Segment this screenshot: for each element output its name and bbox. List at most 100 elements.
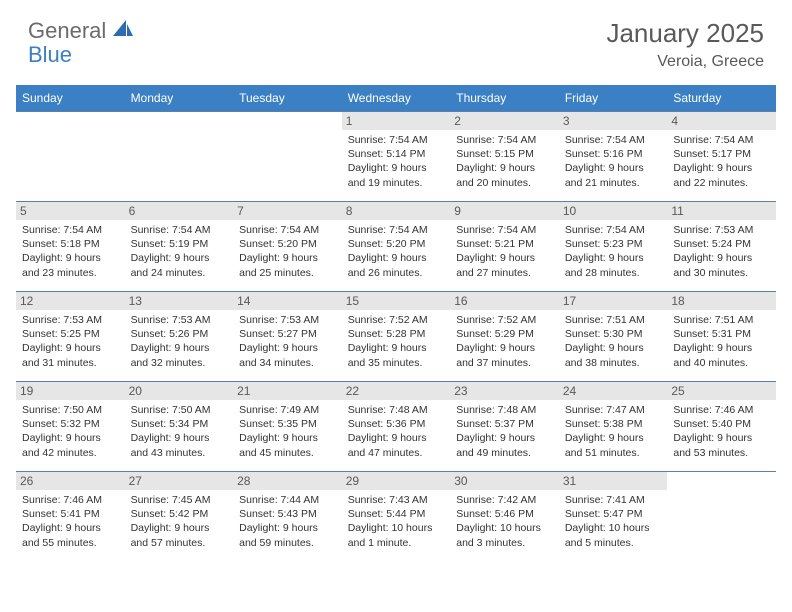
calendar-body: 1 Sunrise: 7:54 AMSunset: 5:14 PMDaylight… [16, 112, 776, 562]
day-details: Sunrise: 7:46 AMSunset: 5:41 PMDaylight:… [22, 493, 119, 550]
day-details: Sunrise: 7:48 AMSunset: 5:37 PMDaylight:… [456, 403, 553, 460]
day-header: Tuesday [233, 85, 342, 112]
calendar-cell: 18Sunrise: 7:51 AMSunset: 5:31 PMDayligh… [667, 292, 776, 382]
day-details: Sunrise: 7:52 AMSunset: 5:29 PMDaylight:… [456, 313, 553, 370]
day-number: 7 [233, 202, 342, 220]
day-details: Sunrise: 7:54 AMSunset: 5:23 PMDaylight:… [565, 223, 662, 280]
calendar-cell: 20Sunrise: 7:50 AMSunset: 5:34 PMDayligh… [125, 382, 234, 472]
day-number: 8 [342, 202, 451, 220]
calendar-week-row: 26 Sunrise: 7:46 AMSunset: 5:41 PMDayligh… [16, 472, 776, 562]
day-details: Sunrise: 7:54 AMSunset: 5:16 PMDaylight:… [565, 133, 662, 190]
day-details: Sunrise: 7:50 AMSunset: 5:32 PMDaylight:… [22, 403, 119, 460]
day-header: Sunday [16, 85, 125, 112]
calendar-table: SundayMondayTuesdayWednesdayThursdayFrid… [16, 85, 776, 562]
calendar-cell [667, 472, 776, 562]
calendar-head: SundayMondayTuesdayWednesdayThursdayFrid… [16, 85, 776, 112]
day-details: Sunrise: 7:54 AMSunset: 5:17 PMDaylight:… [673, 133, 770, 190]
day-number: 9 [450, 202, 559, 220]
calendar-week-row: 1 Sunrise: 7:54 AMSunset: 5:14 PMDaylight… [16, 112, 776, 202]
header: General January 2025 Veroia, Greece [0, 0, 792, 79]
location: Veroia, Greece [606, 53, 764, 71]
calendar-cell: 21 Sunrise: 7:49 AMSunset: 5:35 PMDayligh… [233, 382, 342, 472]
day-number: 17 [559, 292, 668, 310]
calendar-cell: 7 Sunrise: 7:54 AMSunset: 5:20 PMDaylight… [233, 202, 342, 292]
calendar-cell [125, 112, 234, 202]
calendar-cell: 23Sunrise: 7:48 AMSunset: 5:37 PMDayligh… [450, 382, 559, 472]
day-number: 16 [450, 292, 559, 310]
day-details: Sunrise: 7:54 AMSunset: 5:14 PMDaylight:… [348, 133, 445, 190]
calendar-cell: 16 Sunrise: 7:52 AMSunset: 5:29 PMDayligh… [450, 292, 559, 382]
day-details: Sunrise: 7:49 AMSunset: 5:35 PMDaylight:… [239, 403, 336, 460]
day-details: Sunrise: 7:53 AMSunset: 5:24 PMDaylight:… [673, 223, 770, 280]
month-title: January 2025 [606, 18, 764, 49]
day-details: Sunrise: 7:51 AMSunset: 5:30 PMDaylight:… [565, 313, 662, 370]
calendar-cell: 26 Sunrise: 7:46 AMSunset: 5:41 PMDayligh… [16, 472, 125, 562]
calendar-cell: 15Sunrise: 7:52 AMSunset: 5:28 PMDayligh… [342, 292, 451, 382]
logo: General [28, 18, 136, 44]
day-number: 29 [342, 472, 451, 490]
day-number: 24 [559, 382, 668, 400]
logo-sail-icon [112, 20, 134, 43]
logo-text-blue-wrap: Blue [28, 42, 72, 68]
day-number: 30 [450, 472, 559, 490]
calendar-week-row: 5 Sunrise: 7:54 AMSunset: 5:18 PMDaylight… [16, 202, 776, 292]
day-number: 4 [667, 112, 776, 130]
calendar-cell: 6Sunrise: 7:54 AMSunset: 5:19 PMDaylight… [125, 202, 234, 292]
day-number: 19 [16, 382, 125, 400]
day-header-row: SundayMondayTuesdayWednesdayThursdayFrid… [16, 85, 776, 112]
day-number: 27 [125, 472, 234, 490]
day-header: Friday [559, 85, 668, 112]
calendar-cell: 10 Sunrise: 7:54 AMSunset: 5:23 PMDayligh… [559, 202, 668, 292]
calendar-cell: 13Sunrise: 7:53 AMSunset: 5:26 PMDayligh… [125, 292, 234, 382]
calendar-cell: 31Sunrise: 7:41 AMSunset: 5:47 PMDayligh… [559, 472, 668, 562]
calendar-cell: 27Sunrise: 7:45 AMSunset: 5:42 PMDayligh… [125, 472, 234, 562]
calendar-cell: 19 Sunrise: 7:50 AMSunset: 5:32 PMDayligh… [16, 382, 125, 472]
day-details: Sunrise: 7:53 AMSunset: 5:27 PMDaylight:… [239, 313, 336, 370]
title-block: January 2025 Veroia, Greece [606, 18, 764, 71]
logo-text-general: General [28, 18, 106, 44]
day-header: Monday [125, 85, 234, 112]
calendar-week-row: 12 Sunrise: 7:53 AMSunset: 5:25 PMDayligh… [16, 292, 776, 382]
day-details: Sunrise: 7:47 AMSunset: 5:38 PMDaylight:… [565, 403, 662, 460]
day-details: Sunrise: 7:54 AMSunset: 5:20 PMDaylight:… [348, 223, 445, 280]
day-number: 12 [16, 292, 125, 310]
calendar-cell: 9 Sunrise: 7:54 AMSunset: 5:21 PMDaylight… [450, 202, 559, 292]
calendar-cell: 3 Sunrise: 7:54 AMSunset: 5:16 PMDaylight… [559, 112, 668, 202]
day-details: Sunrise: 7:54 AMSunset: 5:21 PMDaylight:… [456, 223, 553, 280]
calendar-cell [233, 112, 342, 202]
day-details: Sunrise: 7:51 AMSunset: 5:31 PMDaylight:… [673, 313, 770, 370]
day-number: 22 [342, 382, 451, 400]
day-number: 21 [233, 382, 342, 400]
day-number: 3 [559, 112, 668, 130]
calendar-cell: 24 Sunrise: 7:47 AMSunset: 5:38 PMDayligh… [559, 382, 668, 472]
day-details: Sunrise: 7:54 AMSunset: 5:20 PMDaylight:… [239, 223, 336, 280]
calendar-cell: 12 Sunrise: 7:53 AMSunset: 5:25 PMDayligh… [16, 292, 125, 382]
logo-text-blue: Blue [28, 42, 72, 67]
day-number: 10 [559, 202, 668, 220]
calendar-cell: 2Sunrise: 7:54 AMSunset: 5:15 PMDaylight… [450, 112, 559, 202]
day-header: Wednesday [342, 85, 451, 112]
calendar-cell: 17 Sunrise: 7:51 AMSunset: 5:30 PMDayligh… [559, 292, 668, 382]
day-details: Sunrise: 7:54 AMSunset: 5:18 PMDaylight:… [22, 223, 119, 280]
day-number: 6 [125, 202, 234, 220]
day-details: Sunrise: 7:43 AMSunset: 5:44 PMDaylight:… [348, 493, 445, 550]
day-number: 11 [667, 202, 776, 220]
day-details: Sunrise: 7:50 AMSunset: 5:34 PMDaylight:… [131, 403, 228, 460]
calendar-cell: 22 Sunrise: 7:48 AMSunset: 5:36 PMDayligh… [342, 382, 451, 472]
day-details: Sunrise: 7:48 AMSunset: 5:36 PMDaylight:… [348, 403, 445, 460]
calendar-cell: 4 Sunrise: 7:54 AMSunset: 5:17 PMDaylight… [667, 112, 776, 202]
calendar-cell: 25 Sunrise: 7:46 AMSunset: 5:40 PMDayligh… [667, 382, 776, 472]
day-number: 5 [16, 202, 125, 220]
day-number: 14 [233, 292, 342, 310]
day-number: 26 [16, 472, 125, 490]
day-number: 13 [125, 292, 234, 310]
day-number: 25 [667, 382, 776, 400]
calendar-cell: 28Sunrise: 7:44 AMSunset: 5:43 PMDayligh… [233, 472, 342, 562]
day-details: Sunrise: 7:53 AMSunset: 5:25 PMDaylight:… [22, 313, 119, 370]
calendar-cell: 29 Sunrise: 7:43 AMSunset: 5:44 PMDayligh… [342, 472, 451, 562]
calendar-cell: 1 Sunrise: 7:54 AMSunset: 5:14 PMDaylight… [342, 112, 451, 202]
day-details: Sunrise: 7:54 AMSunset: 5:15 PMDaylight:… [456, 133, 553, 190]
day-number: 1 [342, 112, 451, 130]
day-details: Sunrise: 7:46 AMSunset: 5:40 PMDaylight:… [673, 403, 770, 460]
day-header: Thursday [450, 85, 559, 112]
